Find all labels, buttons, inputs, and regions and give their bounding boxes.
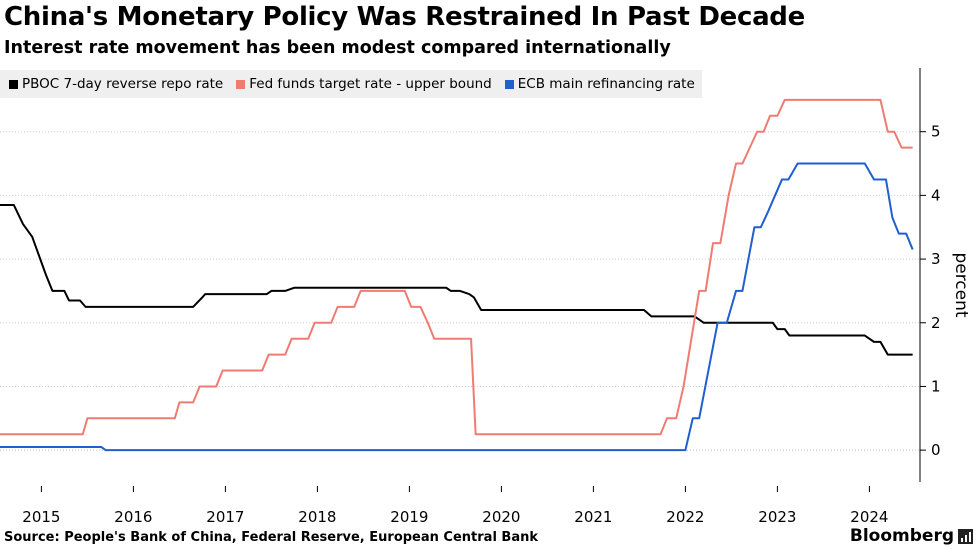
- legend-label-ecb: ECB main refinancing rate: [517, 76, 695, 92]
- chart-legend: PBOC 7-day reverse repo rate Fed funds t…: [0, 70, 702, 98]
- x-tick-label: 2017: [206, 508, 244, 526]
- chart-subtitle: Interest rate movement has been modest c…: [4, 38, 671, 58]
- y-tick-label: 1: [931, 377, 941, 395]
- bloomberg-logo: Bloomberg: [850, 526, 973, 546]
- x-tick-label: 2020: [482, 508, 520, 526]
- x-tick-label: 2019: [390, 508, 428, 526]
- x-tick-label: 2023: [758, 508, 796, 526]
- bloomberg-terminal-icon: [958, 528, 973, 544]
- legend-swatch-fed: [236, 79, 246, 89]
- series-line-fed: [0, 98, 913, 436]
- legend-item-ecb[interactable]: ECB main refinancing rate: [504, 76, 695, 92]
- series-line-ecb: [0, 162, 914, 452]
- x-tick-label: 2015: [22, 508, 60, 526]
- legend-swatch-pboc: [9, 79, 18, 89]
- y-axis-label: percent: [951, 252, 971, 317]
- y-tick-label: 4: [931, 186, 941, 204]
- brand-text: Bloomberg: [849, 526, 954, 546]
- legend-label-fed: Fed funds target rate - upper bound: [249, 76, 492, 92]
- y-tick-label: 2: [931, 314, 941, 332]
- series-line-pboc: [0, 203, 913, 356]
- legend-item-fed[interactable]: Fed funds target rate - upper bound: [236, 76, 492, 92]
- legend-item-pboc[interactable]: PBOC 7-day reverse repo rate: [9, 76, 223, 92]
- y-tick-label: 3: [931, 250, 941, 268]
- legend-swatch-ecb: [504, 79, 514, 89]
- y-tick-label: 5: [931, 123, 941, 141]
- x-tick-label: 2018: [298, 508, 336, 526]
- legend-label-pboc: PBOC 7-day reverse repo rate: [22, 76, 224, 92]
- x-tick-label: 2022: [666, 508, 704, 526]
- source-note: Source: People's Bank of China, Federal …: [4, 530, 539, 545]
- x-tick-label: 2016: [114, 508, 152, 526]
- x-tick-label: 2021: [574, 508, 612, 526]
- y-tick-label: 0: [931, 441, 941, 459]
- chart-title: China's Monetary Policy Was Restrained I…: [4, 2, 805, 32]
- x-tick-label: 2024: [850, 508, 888, 526]
